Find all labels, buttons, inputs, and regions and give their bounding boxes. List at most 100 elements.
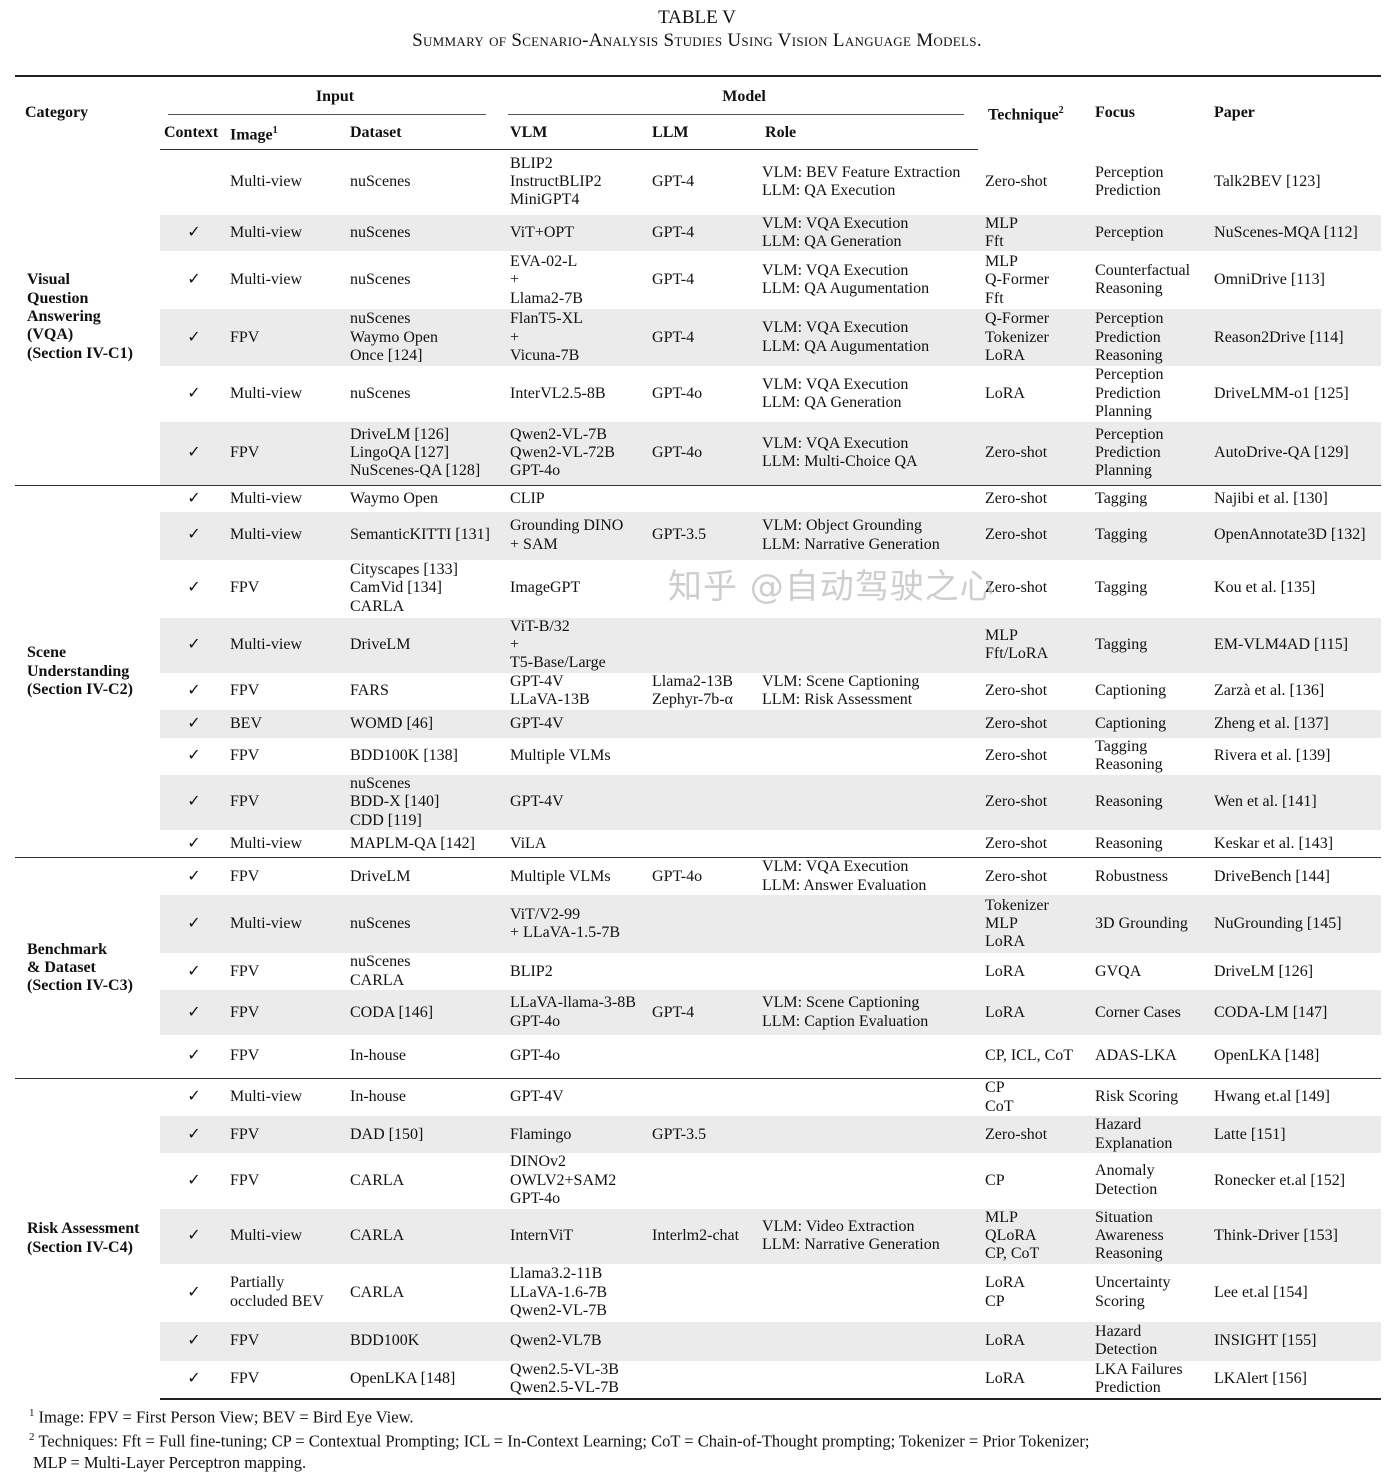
table-row: ✓ FPV CODA [146] LLaVA-llama-3-8B GPT-4o GPT… (15, 990, 1382, 1036)
header-context: Context (160, 117, 228, 150)
dataset-cell: SemanticKITTI [131] (340, 511, 501, 560)
context-check-icon: ✓ (160, 511, 228, 560)
technique-cell: Zero-shot (978, 774, 1086, 830)
focus-cell: Robustness (1085, 857, 1205, 896)
image-cell: FPV (228, 774, 340, 830)
dataset-cell: Waymo Open (340, 485, 501, 512)
paper-cell: CODA-LM [147] (1204, 990, 1382, 1036)
role-cell (755, 738, 978, 775)
context-check-icon: ✓ (187, 1171, 201, 1189)
table-row: ✓ FPV nuScenes Waymo Open Once [124] FlanT5… (15, 309, 1382, 367)
paper-cell: OmniDrive [113] (1214, 271, 1325, 289)
focus-cell: Perception Prediction Planning (1085, 421, 1205, 486)
footnote-ref: 2 (1058, 104, 1064, 116)
image-cell: Multi-view (230, 173, 302, 191)
image-cell: Multi-view (228, 617, 340, 673)
image-cell: FPV (230, 962, 260, 980)
focus-cell: Hazard Explanation (1085, 1116, 1205, 1154)
focus-cell: Tagging (1085, 511, 1205, 560)
focus-cell: Captioning (1095, 682, 1167, 700)
dataset-cell: Cityscapes [133] CamVid [134] CARLA (350, 560, 458, 615)
footnote-mark: 2 (29, 1431, 35, 1444)
llm-cell: GPT-4 (652, 173, 695, 191)
image-cell: FPV (228, 1321, 340, 1361)
image-cell: Multi-view (228, 511, 340, 560)
context-check-icon: ✓ (187, 682, 201, 700)
table-row: ✓ FPV nuScenes BDD-X [140] CDD [119] GPT-4V… (15, 774, 1382, 830)
technique-cell: Zero-shot (985, 172, 1048, 190)
role-cell (755, 1153, 978, 1208)
dataset-cell: DriveLM [126] LingoQA [127] NuScenes-QA … (340, 421, 501, 486)
vlm-cell: Flamingo (500, 1116, 643, 1154)
footnote-text: Techniques: Fft = Full fine-tuning; CP =… (33, 1431, 1090, 1472)
image-cell: FPV (230, 682, 260, 700)
table-row: ✓ Multi-view SemanticKITTI [131] Grounding … (15, 511, 1382, 560)
summary-table: Category Input Model Technique2 Focus Pa… (15, 75, 1382, 1400)
context-check-icon: ✓ (160, 990, 228, 1036)
table-number: TABLE V (658, 7, 736, 28)
llm-cell: GPT-3.5 (642, 511, 756, 560)
paper-cell: DriveLMM-o1 [125] (1214, 384, 1349, 402)
image-cell: Multi-view (230, 384, 302, 402)
context-check-icon: ✓ (160, 1116, 228, 1154)
paper-cell: Kou et al. [135] (1214, 579, 1316, 597)
context-check-icon (160, 150, 228, 215)
focus-cell: Perception Prediction (1095, 163, 1164, 199)
paper-cell: OpenLKA [148] (1214, 1047, 1320, 1065)
paper-cell: Zheng et al. [137] (1204, 709, 1382, 738)
technique-cell: Zero-shot (978, 485, 1086, 512)
paper-cell: AutoDrive-QA [129] (1204, 421, 1382, 486)
header-llm: LLM (642, 117, 756, 150)
role-cell (755, 1264, 978, 1322)
llm-cell: GPT-4 (642, 214, 756, 252)
technique-cell: MLP Fft (978, 214, 1086, 252)
context-check-icon: ✓ (160, 774, 228, 830)
llm-cell (642, 1360, 756, 1400)
paper-cell: NuGrounding [145] (1204, 895, 1382, 954)
context-check-icon: ✓ (160, 895, 228, 954)
context-check-icon: ✓ (187, 579, 201, 597)
focus-cell: ADAS-LKA (1095, 1047, 1177, 1065)
focus-cell: Anomaly Detection (1095, 1162, 1158, 1198)
focus-cell: Reasoning (1095, 834, 1163, 852)
image-cell: Multi-view (230, 271, 302, 289)
technique-cell: CP, ICL, CoT (985, 1047, 1074, 1065)
image-cell: FPV (228, 1360, 340, 1400)
context-check-icon: ✓ (187, 1283, 201, 1301)
technique-cell: Zero-shot (985, 834, 1048, 852)
dataset-cell: DAD [150] (340, 1116, 501, 1154)
vlm-cell: InternViT (500, 1208, 643, 1264)
table-row: ✓ FPV BDD100K [138] Multiple VLMs Zero-shot T… (15, 738, 1381, 775)
technique-cell: Zero-shot (978, 1116, 1086, 1154)
role-cell (755, 1321, 979, 1361)
paper-cell: Zarzà et al. [136] (1214, 682, 1325, 700)
context-check-icon: ✓ (187, 834, 201, 852)
llm-cell (642, 953, 755, 990)
role-cell (755, 1116, 979, 1154)
paper-cell: Latte [151] (1204, 1116, 1382, 1154)
dataset-cell: nuScenes CARLA (350, 953, 411, 989)
context-check-icon: ✓ (160, 1208, 228, 1264)
header-image: Image1 (228, 117, 340, 150)
llm-cell (642, 617, 756, 673)
table-row: ✓ Multi-view DriveLM ViT-B/32 + T5-Base/Lar… (15, 617, 1382, 673)
table-row: ✓ FPV FARS GPT-4V LLaVA-13B Llama2-13B Zephy… (15, 673, 1381, 710)
image-cell: FPV (230, 747, 260, 765)
dataset-cell: CODA [146] (340, 990, 501, 1036)
technique-cell: Zero-shot (985, 682, 1048, 700)
context-check-icon: ✓ (187, 271, 201, 289)
dataset-cell: DriveLM (340, 857, 501, 896)
table-row: ✓ FPV DAD [150] Flamingo GPT-3.5 Zero-shot Haz… (15, 1116, 1382, 1154)
table-row: ✓ Multi-view nuScenes InterVL2.5-8B GPT-4o VL… (15, 366, 1381, 421)
vlm-cell: GPT-4o (510, 1047, 561, 1065)
dataset-cell: WOMD [46] (340, 709, 501, 738)
header-vlm: VLM (500, 117, 643, 150)
image-cell: Multi-view (228, 485, 340, 512)
dataset-cell: nuScenes (350, 271, 411, 289)
context-check-icon: ✓ (160, 1077, 228, 1117)
technique-cell: LoRA (985, 384, 1026, 402)
technique-cell: Zero-shot (978, 511, 1086, 560)
llm-cell (642, 830, 755, 858)
focus-cell: Tagging (1085, 485, 1205, 512)
category-cell: Benchmark & Dataset (Section IV-C3) (15, 857, 160, 1079)
